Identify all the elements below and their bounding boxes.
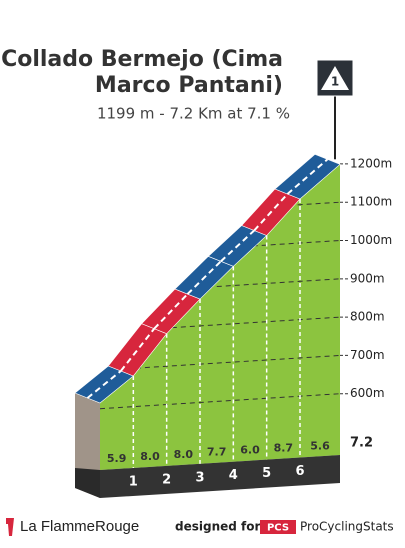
road-center — [286, 158, 329, 195]
y-tick-label: 600m — [350, 386, 385, 400]
road-center — [86, 370, 122, 399]
gradient-label: 6.0 — [240, 444, 260, 457]
road-center — [153, 293, 189, 330]
brand-logo — [6, 518, 14, 536]
gradient-label: 5.6 — [310, 439, 330, 452]
pcs-badge-text: PCS — [267, 523, 289, 534]
y-tick-label: 1100m — [350, 195, 392, 209]
designed-for: designed for — [175, 520, 260, 534]
km-label: 6 — [295, 464, 304, 479]
km-label: 1 — [129, 474, 138, 489]
y-tick-label: 900m — [350, 271, 385, 285]
km-label: 3 — [195, 470, 204, 485]
gradient-label: 7.7 — [207, 446, 227, 459]
base-side — [75, 468, 100, 498]
chart-subtitle: 1199 m - 7.2 Km at 7.1 % — [97, 105, 290, 123]
chart-title: Marco Pantani) — [95, 73, 283, 98]
gradient-label: 8.7 — [274, 442, 294, 455]
category-triangle — [321, 66, 349, 90]
road-center — [253, 193, 289, 232]
y-tick-label: 1200m — [350, 156, 392, 170]
km-label: 4 — [229, 468, 238, 483]
site-name: ProCyclingStats — [300, 520, 394, 534]
gradient-label: 5.9 — [107, 452, 127, 465]
gradient-label: 8.0 — [174, 448, 194, 461]
base-band — [100, 455, 340, 498]
y-tick-label: 1000m — [350, 233, 392, 247]
y-tick-label: 800m — [350, 310, 385, 324]
road-center — [186, 260, 222, 295]
km-label: 2 — [162, 472, 171, 487]
pcs-badge — [260, 520, 296, 534]
end-label: 7.2 — [350, 436, 373, 451]
category-label: 1 — [331, 75, 339, 89]
gradient-label: 8.0 — [140, 450, 160, 463]
km-label: 5 — [262, 466, 271, 481]
chart-title: Collado Bermejo (Cima — [1, 47, 283, 72]
brand-name: La FlammeRouge — [20, 518, 139, 535]
road-center — [220, 229, 255, 263]
road-segment — [274, 153, 341, 200]
road-center — [120, 328, 155, 372]
profile-face — [100, 164, 340, 471]
y-tick-label: 700m — [350, 348, 385, 362]
footer: La FlammeRouge designed for PCS ProCycli… — [6, 518, 394, 536]
